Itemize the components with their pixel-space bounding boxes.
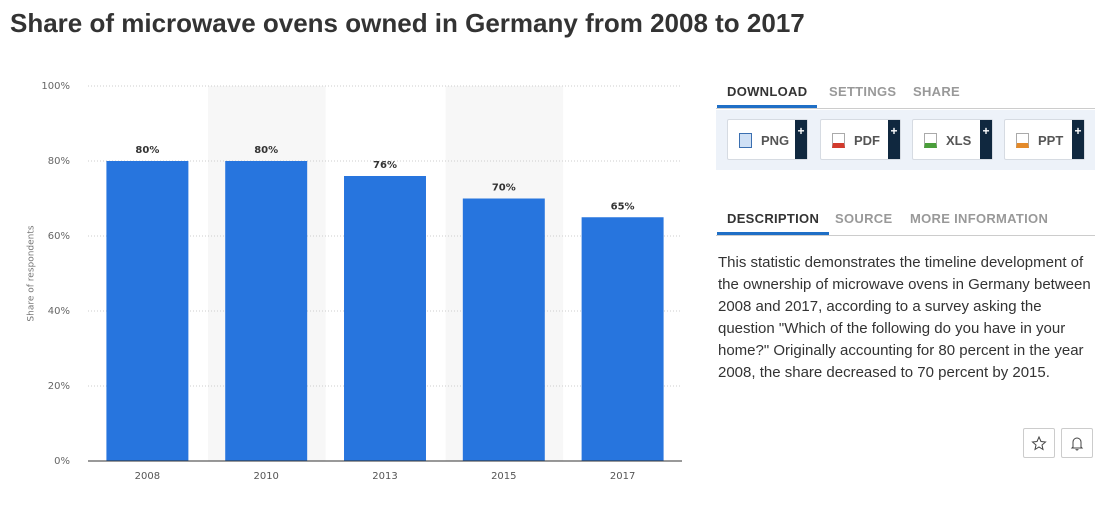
bar	[106, 161, 189, 461]
y-tick-label: 0%	[54, 456, 70, 467]
tab[interactable]: SOURCE	[835, 211, 893, 226]
y-axis-title: Share of respondents	[27, 225, 37, 322]
info-tabs: DESCRIPTION SOURCE MORE INFORMATION	[716, 211, 1095, 236]
y-tick-label: 40%	[48, 306, 70, 317]
y-tick-label: 60%	[48, 231, 70, 242]
bar	[462, 198, 545, 461]
x-tick-label: 2015	[491, 471, 516, 482]
data-label: 76%	[373, 160, 397, 171]
bar	[225, 161, 308, 461]
y-tick-label: 80%	[48, 156, 70, 167]
x-tick-label: 2010	[253, 471, 278, 482]
bell-icon	[1070, 437, 1084, 451]
bar	[344, 176, 426, 461]
tab[interactable]: MORE INFORMATION	[910, 211, 1049, 226]
data-label: 70%	[492, 183, 516, 194]
y-tick-label: 20%	[48, 381, 70, 392]
tab[interactable]: SETTINGS	[829, 84, 897, 99]
y-tick-label: 100%	[41, 81, 70, 92]
description: This statistic demonstrates the timeline…	[718, 254, 1091, 381]
data-label: 65%	[611, 201, 635, 212]
plus: +	[980, 120, 992, 159]
download-button[interactable]: XLS +	[912, 119, 993, 160]
x-tick-label: 2017	[610, 471, 635, 482]
tool-tabs: DOWNLOAD SETTINGS SHARE	[716, 84, 1095, 109]
download-button[interactable]: PNG +	[727, 119, 808, 160]
plus: +	[1072, 120, 1084, 159]
plus: +	[795, 120, 807, 159]
data-label: 80%	[135, 145, 159, 156]
label: PNG	[761, 133, 790, 148]
x-tick-label: 2008	[135, 471, 160, 482]
tab[interactable]: DOWNLOAD	[717, 84, 818, 108]
bar	[581, 217, 664, 461]
page-title: Share of microwave ovens owned in German…	[10, 8, 805, 38]
label: XLS	[946, 133, 972, 148]
favorite-button[interactable]	[1023, 428, 1055, 458]
tab[interactable]: DESCRIPTION	[717, 211, 830, 235]
download-panel: PNG + PDF + XLS + PPT +	[716, 110, 1095, 170]
download-button[interactable]: PPT +	[1004, 119, 1085, 160]
data-label: 80%	[254, 145, 278, 156]
label: PPT	[1038, 133, 1064, 148]
plus: +	[888, 120, 900, 159]
notify-button[interactable]	[1061, 428, 1093, 458]
chart: 0% 20% 40% 60% 80% 100% Share of respondents 80…	[27, 81, 682, 482]
label: PDF	[854, 133, 880, 148]
star-icon	[1031, 435, 1047, 451]
x-tick-label: 2013	[372, 471, 397, 482]
download-button[interactable]: PDF +	[820, 119, 901, 160]
tab[interactable]: SHARE	[913, 84, 961, 99]
